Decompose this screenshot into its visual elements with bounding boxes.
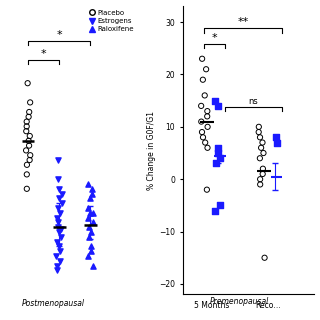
Point: [216, 103, 221, 108]
Point: [88, 210, 93, 215]
Y-axis label: % Change in G0F/G1: % Change in G0F/G1: [148, 111, 156, 190]
Legend: Placebo, Estrogens, Raloxifene: Placebo, Estrogens, Raloxifene: [90, 10, 134, 32]
Point: [89, 186, 94, 191]
Point: [56, 225, 61, 230]
Point: [88, 249, 93, 254]
Point: [24, 172, 29, 177]
Point: [27, 143, 32, 148]
Point: [54, 215, 60, 220]
Point: [87, 196, 92, 201]
Point: [27, 157, 32, 163]
Point: [216, 145, 221, 150]
Point: [60, 201, 65, 206]
Point: [26, 114, 31, 119]
Point: [24, 129, 29, 134]
Point: [215, 150, 220, 156]
Point: [57, 258, 62, 263]
Point: [87, 234, 92, 239]
Point: [203, 140, 208, 145]
Point: [202, 93, 207, 98]
Point: [59, 234, 64, 239]
Point: [256, 130, 261, 135]
Point: [89, 229, 94, 235]
Point: [199, 119, 204, 124]
Point: [256, 124, 261, 129]
Point: [213, 161, 218, 166]
Point: [200, 77, 205, 82]
Point: [86, 253, 91, 259]
Point: [54, 253, 59, 259]
Point: [86, 225, 92, 230]
Point: [55, 263, 60, 268]
Point: [85, 205, 91, 211]
Point: [91, 263, 96, 268]
Point: [199, 103, 204, 108]
Point: [217, 156, 222, 161]
Point: [24, 162, 29, 167]
Point: [273, 135, 278, 140]
Point: [55, 220, 60, 225]
Point: [217, 203, 222, 208]
Point: [257, 156, 262, 161]
Text: **: **: [237, 17, 249, 27]
Point: [275, 140, 280, 145]
Point: [260, 172, 265, 177]
Point: [262, 255, 267, 260]
Point: [205, 145, 210, 150]
Point: [56, 157, 61, 163]
Point: [205, 124, 210, 129]
Point: [25, 81, 30, 86]
Point: [56, 229, 61, 235]
Point: [85, 181, 91, 187]
Point: [57, 249, 62, 254]
Point: [60, 191, 65, 196]
Point: [27, 109, 32, 115]
Text: *: *: [212, 33, 218, 43]
Point: [56, 177, 61, 182]
Point: [91, 210, 96, 215]
Text: ns: ns: [248, 97, 258, 106]
Point: [90, 191, 95, 196]
Point: [24, 119, 29, 124]
Point: [200, 135, 205, 140]
Point: [57, 244, 62, 249]
Point: [212, 208, 217, 213]
Point: [26, 138, 31, 143]
Point: [85, 215, 90, 220]
Point: [258, 177, 263, 182]
Point: [258, 135, 263, 140]
Point: [27, 133, 32, 139]
Point: [59, 227, 64, 232]
Text: *: *: [41, 49, 47, 59]
Point: [28, 153, 33, 158]
Point: [28, 100, 33, 105]
Point: [205, 114, 210, 119]
Point: [199, 130, 204, 135]
Point: [91, 220, 96, 225]
Point: [24, 124, 29, 129]
Point: [261, 150, 266, 156]
Point: [55, 239, 60, 244]
Point: [200, 56, 205, 61]
Text: Postmenopausal: Postmenopausal: [21, 299, 84, 308]
Point: [205, 108, 210, 114]
Point: [56, 196, 61, 201]
Point: [204, 67, 209, 72]
Point: [212, 98, 217, 103]
Point: [258, 182, 263, 187]
Point: [55, 205, 60, 211]
Point: [54, 268, 59, 273]
Point: [88, 244, 93, 249]
Point: [58, 210, 63, 215]
Point: [260, 140, 265, 145]
Point: [24, 148, 29, 153]
Point: [204, 187, 210, 192]
Point: [260, 166, 266, 171]
Text: *: *: [57, 30, 62, 40]
Point: [259, 145, 264, 150]
Point: [57, 186, 62, 191]
Text: Premenopausal: Premenopausal: [210, 297, 269, 306]
Point: [24, 186, 29, 191]
